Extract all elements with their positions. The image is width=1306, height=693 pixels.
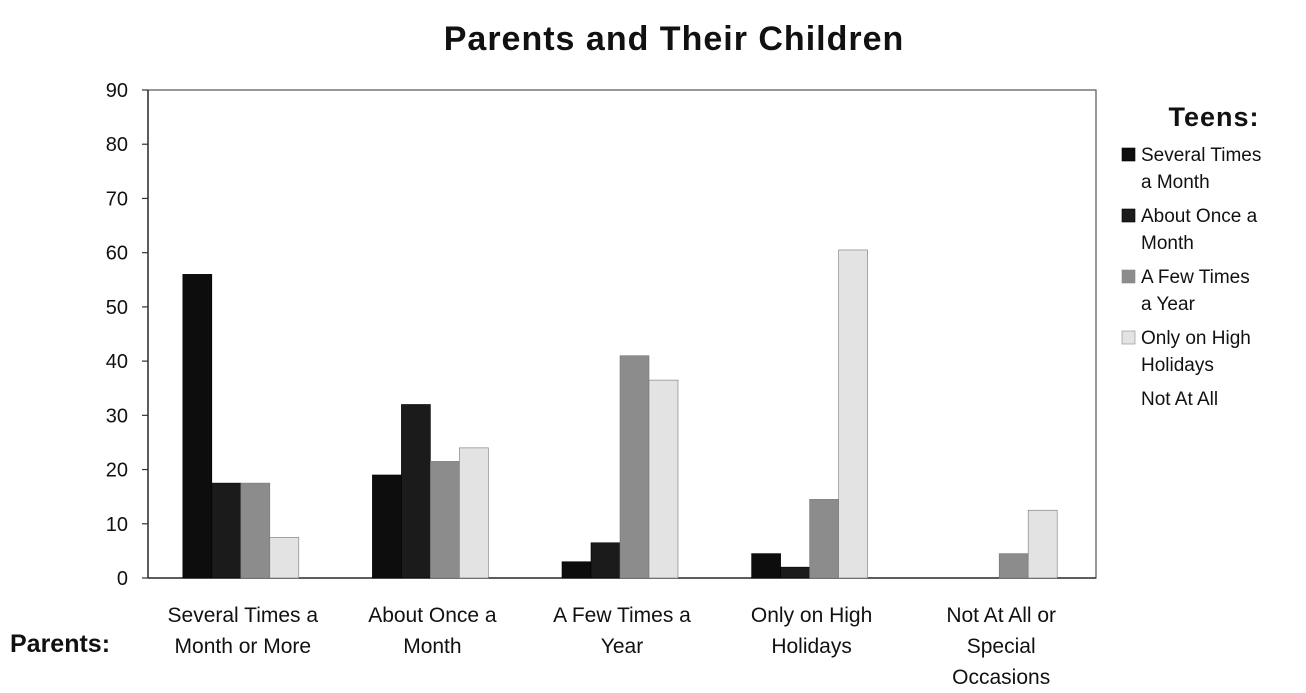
bar: [1027, 509, 1058, 579]
legend-swatch: [1121, 147, 1136, 162]
y-tick-label: 60: [106, 243, 128, 265]
legend-label: Month: [1141, 233, 1194, 254]
legend-label: Only on High: [1141, 328, 1251, 349]
x-axis: Several Times a Month or More About Once a…: [148, 577, 1096, 689]
legend-label: Several Times: [1141, 145, 1261, 166]
bar: [401, 404, 431, 579]
bar: [372, 474, 402, 579]
chart-title: Parents and Their Children: [444, 20, 905, 58]
bar: [211, 482, 242, 579]
y-tick-label: 80: [106, 134, 128, 156]
bars: [182, 249, 1058, 579]
bar: [648, 379, 679, 579]
x-axis-caption: Parents:: [10, 630, 110, 658]
bar: [809, 499, 839, 579]
legend-swatch: [1121, 208, 1136, 223]
y-tick-label: 10: [106, 514, 128, 536]
x-category-label: Special: [967, 635, 1036, 658]
bar: [561, 561, 592, 579]
bar: [619, 355, 650, 579]
bar: [459, 447, 489, 579]
x-category-label: Occasions: [952, 666, 1050, 689]
y-axis: 0 10 20 30 40 50 60 70 80 90: [106, 80, 149, 590]
x-category-label: Year: [601, 635, 643, 658]
bar: [838, 249, 868, 579]
y-tick-label: 70: [106, 188, 128, 210]
bar: [430, 461, 460, 579]
legend-label: a Month: [1141, 172, 1210, 193]
x-category-label: Holidays: [771, 635, 852, 658]
legend-label: A Few Times: [1141, 267, 1250, 288]
y-tick-label: 20: [106, 460, 128, 482]
x-category-label: Only on High: [751, 604, 872, 627]
y-tick-label: 0: [117, 568, 128, 590]
y-tick-label: 90: [106, 80, 128, 102]
legend: Teens: Several Times a Month About Once a M…: [1121, 102, 1261, 410]
y-tick-label: 50: [106, 297, 128, 319]
x-category-label: Not At All or: [946, 604, 1056, 627]
x-category-label: Month or More: [175, 635, 312, 658]
bar: [269, 537, 300, 579]
bar: [780, 566, 810, 579]
legend-swatch: [1121, 330, 1136, 345]
bar: [998, 553, 1029, 579]
bar: [590, 542, 621, 579]
x-category-label: Several Times a: [168, 604, 319, 627]
legend-title: Teens:: [1168, 102, 1259, 132]
x-category-label: Month: [403, 635, 461, 658]
x-category-label: A Few Times a: [553, 604, 691, 627]
legend-label: a Year: [1141, 294, 1196, 315]
legend-swatch: [1121, 269, 1136, 284]
x-category-label: About Once a: [368, 604, 497, 627]
legend-label: About Once a: [1141, 206, 1258, 227]
y-tick-label: 30: [106, 405, 128, 427]
bar: [182, 274, 213, 579]
bar: [240, 482, 271, 579]
legend-label: Not At All: [1141, 389, 1218, 410]
legend-label: Holidays: [1141, 355, 1214, 376]
y-tick-label: 40: [106, 351, 128, 373]
bar: [751, 553, 781, 579]
